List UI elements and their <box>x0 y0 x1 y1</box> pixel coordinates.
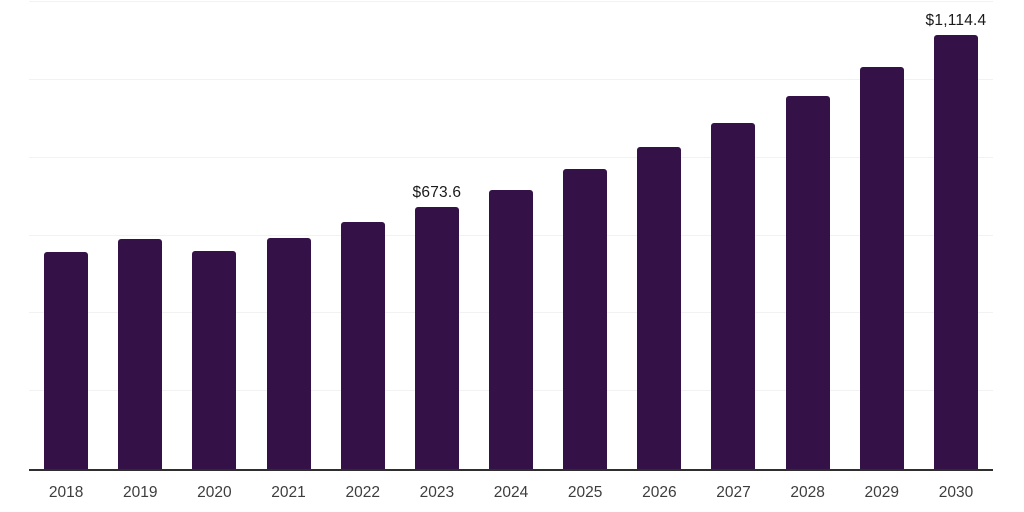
bar-2024 <box>489 189 534 469</box>
bars-container: $673.6 $1,114.4 <box>29 2 993 469</box>
x-tick-2027: 2027 <box>716 484 751 501</box>
x-tick-2026: 2026 <box>642 484 677 501</box>
bar-band-2023: $673.6 <box>400 2 474 469</box>
bar-band-2024 <box>474 2 548 469</box>
x-tick-2020: 2020 <box>197 484 232 501</box>
x-tick-2022: 2022 <box>345 484 380 501</box>
bar-2028 <box>785 96 830 469</box>
plot-area: $673.6 $1,114.4 <box>29 1 993 471</box>
bar-band-2021 <box>251 2 325 469</box>
bar-2021 <box>266 237 311 469</box>
bar-band-2019 <box>103 2 177 469</box>
x-tick-2023: 2023 <box>419 484 455 501</box>
x-tick-2018: 2018 <box>48 484 84 501</box>
bar-2029 <box>859 66 904 469</box>
x-tick-2025: 2025 <box>567 484 603 501</box>
bar-2027 <box>711 122 756 469</box>
x-axis-labels: 2018 2019 2020 2021 2022 2023 2024 2025 2026 2027… <box>29 484 993 502</box>
gridline-800 <box>29 156 993 158</box>
bar-2018 <box>44 251 89 469</box>
bar-band-2030: $1,114.4 <box>919 2 993 469</box>
data-label-2023: $673.6 <box>412 183 462 201</box>
bar-2026 <box>637 146 682 469</box>
bar-2020 <box>192 251 237 469</box>
gridline-1200 <box>29 1 993 2</box>
gridline-1000 <box>29 78 993 80</box>
bar-band-2022 <box>326 2 400 469</box>
bar-band-2020 <box>177 2 251 469</box>
bar-2019 <box>118 239 163 469</box>
bar-2023 <box>414 206 459 469</box>
bar-band-2026 <box>622 2 696 469</box>
bar-2030 <box>933 35 978 469</box>
x-tick-2030: 2030 <box>938 484 974 501</box>
bar-2025 <box>563 168 608 469</box>
x-tick-2028: 2028 <box>790 484 825 501</box>
bar-band-2029 <box>845 2 919 469</box>
x-tick-2029: 2029 <box>864 484 900 501</box>
x-tick-2021: 2021 <box>271 484 306 501</box>
x-tick-2024: 2024 <box>493 484 529 501</box>
bar-band-2028 <box>771 2 845 469</box>
bar-2022 <box>340 222 385 469</box>
x-tick-2019: 2019 <box>122 484 158 501</box>
bar-band-2027 <box>696 2 770 469</box>
bar-band-2018 <box>29 2 103 469</box>
bar-band-2025 <box>548 2 622 469</box>
data-label-2030: $1,114.4 <box>925 12 987 30</box>
